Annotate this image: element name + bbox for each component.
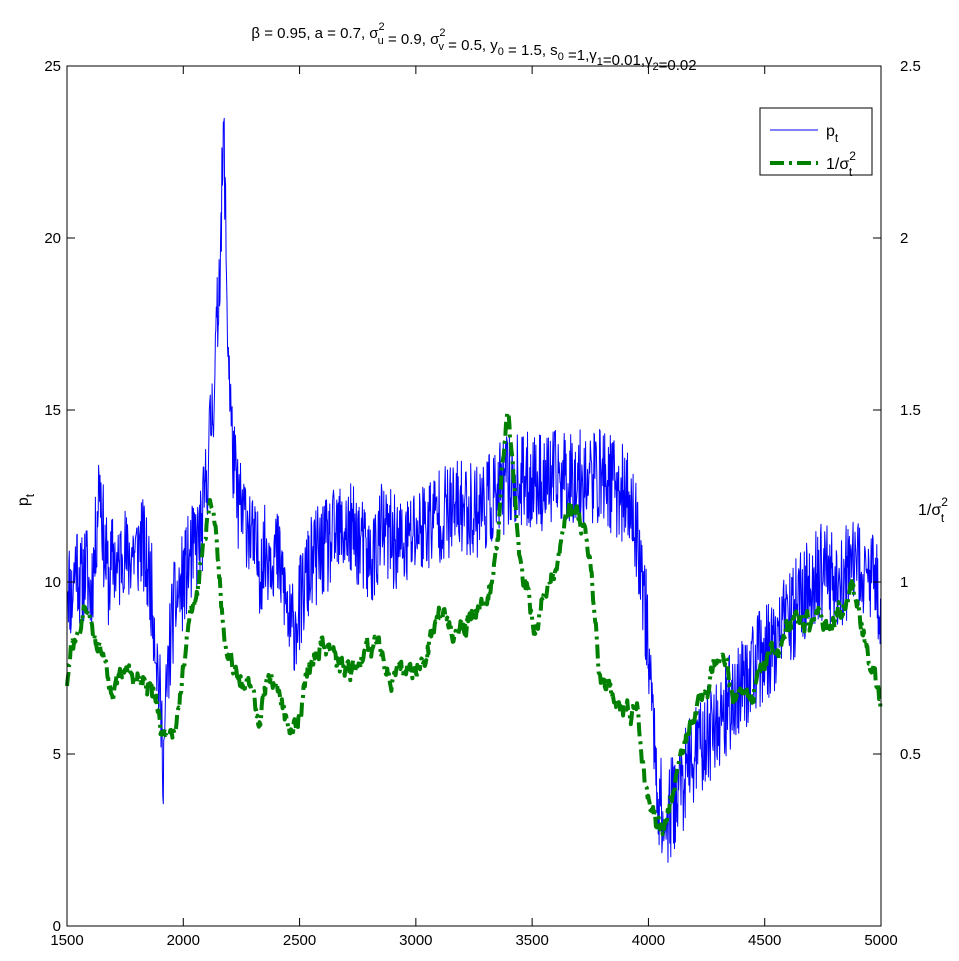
legend-label: 1/σ2 t	[826, 149, 856, 179]
y-left-tick-label: 5	[53, 746, 61, 763]
legend: pt 1/σ2 t	[759, 107, 873, 179]
x-tick-label: 2500	[283, 932, 316, 949]
y-right-tick-label: 2	[900, 230, 908, 247]
chart-title: β = 0.95, a = 0.7, σ2 u = 0.9, σ2 v = 0.5,…	[251, 21, 696, 74]
y-right-tick-label: 1.5	[900, 402, 921, 419]
y-axis-label-left: pt	[15, 493, 37, 506]
series-layer	[65, 117, 883, 863]
series-line-pt	[66, 117, 882, 863]
y-left-tick-label: 25	[44, 58, 61, 75]
x-tick-label: 4500	[748, 932, 781, 949]
x-tick-label: 4000	[632, 932, 665, 949]
y-left-tick-label: 0	[53, 918, 61, 935]
axes-layer: 1500 2000 2500 3000 3500 4000 4500 500005101520…	[44, 58, 921, 949]
x-tick-label: 2000	[167, 932, 200, 949]
y-right-tick-label: 0.5	[900, 746, 921, 763]
y-right-tick-label: 2.5	[900, 58, 921, 75]
y-left-tick-label: 15	[44, 402, 61, 419]
x-tick-label: 1500	[50, 932, 83, 949]
x-tick-label: 5000	[864, 932, 897, 949]
y-left-tick-label: 20	[44, 230, 61, 247]
x-tick-label: 3000	[399, 932, 432, 949]
x-tick-label: 3500	[515, 932, 548, 949]
y-left-tick-label: 10	[44, 574, 61, 591]
series-line-inv-sigma	[65, 410, 883, 837]
plot-frame	[66, 65, 882, 927]
y-axis-label-right: 1/σ2 t	[918, 495, 948, 525]
y-right-tick-label: 1	[900, 574, 908, 591]
legend-label: pt	[826, 123, 839, 145]
